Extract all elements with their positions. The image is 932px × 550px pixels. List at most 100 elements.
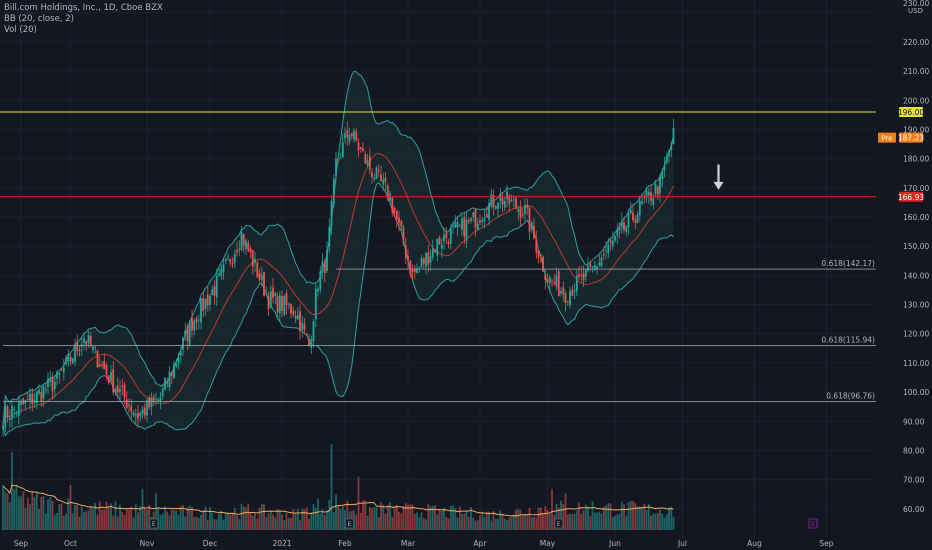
candle-body	[458, 224, 461, 226]
candle-body	[521, 214, 524, 216]
time-axis[interactable]: Sep Oct Nov Dec 2021 Feb Mar Apr May Jun Jul Aug Sep	[0, 538, 932, 550]
price-tick-label: 140.00	[903, 271, 929, 280]
candle-body	[528, 207, 531, 232]
volume-bar	[224, 513, 227, 530]
volume-bar	[74, 504, 76, 530]
candle-body	[278, 295, 281, 314]
candle-body	[222, 264, 225, 273]
volume-bar	[440, 510, 443, 530]
candle-body	[240, 232, 243, 251]
volume-bar	[240, 503, 243, 530]
candle-body	[308, 339, 310, 346]
candle-body	[274, 293, 277, 296]
volume-bar	[170, 509, 173, 530]
candle-body	[224, 258, 227, 261]
volume-bar	[465, 511, 468, 530]
candle-body	[220, 268, 223, 276]
candle-body	[62, 367, 65, 373]
volume-bar	[272, 514, 274, 530]
candle-body	[67, 353, 70, 362]
candle-body	[112, 368, 115, 393]
volume-bar	[607, 503, 610, 530]
earnings-marker[interactable]	[554, 518, 564, 529]
symbol-legend[interactable]: Bill.com Holdings, Inc., 1D, Cboe BZX	[4, 3, 163, 13]
volume-bar	[623, 504, 625, 530]
volume-bar	[105, 501, 108, 530]
volume-bar	[670, 506, 673, 530]
volume-bar	[177, 515, 180, 530]
volume-bar	[470, 507, 472, 530]
volume-bar	[247, 503, 250, 530]
candle-body	[303, 324, 306, 330]
candle-body	[562, 287, 565, 295]
earnings-marker[interactable]	[149, 518, 159, 529]
candle-body	[188, 321, 191, 345]
price-tick-label: 120.00	[903, 330, 929, 339]
price-tick-label: 90.00	[903, 417, 925, 426]
volume-bar	[53, 515, 56, 530]
candle-body	[330, 201, 333, 227]
volume-bar	[85, 511, 88, 530]
earnings-marker[interactable]	[345, 518, 354, 529]
volume-bar	[197, 518, 200, 530]
candle-body	[643, 197, 646, 199]
candle-body	[173, 363, 175, 378]
drawn-lines[interactable]: 0.618(142.17) 0.618(115.94) 0.618(96.76)	[0, 111, 876, 402]
candle-body	[301, 322, 304, 330]
volume-bar	[488, 511, 490, 530]
candle-body	[422, 258, 425, 264]
volume-bar	[539, 507, 542, 530]
candle-body	[461, 218, 463, 230]
candle-body	[420, 258, 423, 267]
candle-body	[15, 411, 18, 414]
candle-body	[481, 219, 484, 222]
price-tick-label: 170.00	[903, 184, 929, 193]
candle-body	[542, 256, 544, 272]
candle-body	[233, 253, 236, 263]
candle-body	[227, 257, 229, 258]
volume-bar	[643, 504, 646, 530]
price-tick-label: 180.00	[903, 155, 929, 164]
candle-body	[161, 388, 164, 397]
candle-body	[182, 337, 184, 350]
candle-body	[89, 336, 92, 347]
vol-legend[interactable]: Vol (20)	[4, 25, 37, 35]
candle-body	[103, 361, 106, 370]
volume-bar	[13, 489, 16, 530]
candle-body	[314, 288, 317, 320]
volume-bar	[274, 517, 277, 530]
candle-body	[652, 197, 655, 205]
volume-bar	[474, 520, 477, 530]
price-badge-label: 196.00	[898, 108, 924, 117]
volume-bar	[616, 514, 619, 530]
volume-bar	[114, 501, 117, 530]
volume-bar	[323, 515, 326, 530]
candle-body	[454, 223, 457, 228]
price-badge-label: 166.93	[898, 193, 924, 202]
volume-bar	[530, 517, 533, 530]
volume-bar	[96, 514, 99, 530]
volume-bar	[305, 507, 308, 530]
volume-bar	[209, 507, 211, 530]
candle-body	[510, 200, 513, 202]
candle-body	[620, 221, 623, 228]
bb-legend[interactable]: BB (20, close, 2)	[4, 14, 74, 24]
earnings-marker[interactable]	[808, 518, 818, 529]
volume-bar	[503, 518, 506, 530]
candle-body	[267, 295, 270, 309]
volume-bar	[524, 514, 526, 530]
candle-body	[519, 207, 522, 218]
volume-bar	[506, 520, 508, 530]
candle-body	[200, 298, 202, 323]
candle-body	[310, 338, 313, 348]
candle-body	[148, 397, 151, 408]
candle-body	[164, 378, 166, 390]
volume-bar	[58, 504, 61, 530]
volume-bar	[400, 513, 403, 530]
volume-bar	[218, 513, 220, 530]
volume-bar	[4, 491, 7, 530]
candle-body	[503, 201, 506, 208]
price-axis[interactable]: 60.00 70.00 80.00 90.00 100.00 110.00 120.00 13…	[878, 0, 932, 538]
candle-body	[33, 399, 36, 403]
